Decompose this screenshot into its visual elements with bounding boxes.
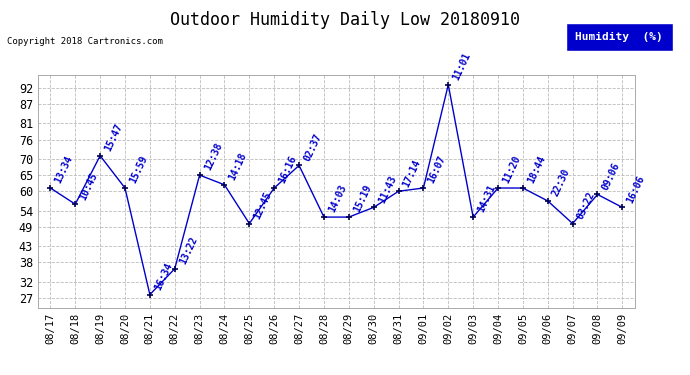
Text: 18:44: 18:44: [526, 154, 547, 185]
Text: 16:34: 16:34: [152, 261, 174, 292]
Text: 13:22: 13:22: [177, 235, 199, 266]
Text: 13:34: 13:34: [53, 154, 75, 185]
Text: 11:43: 11:43: [377, 174, 398, 205]
Text: 16:06: 16:06: [625, 174, 647, 205]
Text: 14:03: 14:03: [327, 183, 348, 214]
Text: 12:38: 12:38: [202, 141, 224, 172]
Text: 11:01: 11:01: [451, 51, 473, 82]
Text: 03:22: 03:22: [575, 190, 597, 221]
Text: 09:06: 09:06: [600, 161, 622, 192]
Text: 14:31: 14:31: [476, 183, 497, 214]
Text: Humidity  (%): Humidity (%): [575, 32, 663, 42]
Text: 14:18: 14:18: [227, 151, 248, 182]
Text: Outdoor Humidity Daily Low 20180910: Outdoor Humidity Daily Low 20180910: [170, 11, 520, 29]
Text: 22:30: 22:30: [551, 167, 572, 198]
Text: 11:20: 11:20: [501, 154, 522, 185]
Text: Copyright 2018 Cartronics.com: Copyright 2018 Cartronics.com: [7, 38, 163, 46]
Text: 15:59: 15:59: [128, 154, 149, 185]
Text: 12:45: 12:45: [252, 190, 274, 221]
Text: 16:16: 16:16: [277, 154, 299, 185]
Text: 10:45: 10:45: [78, 171, 99, 201]
Text: 17:14: 17:14: [402, 158, 423, 189]
Text: 15:19: 15:19: [352, 183, 373, 214]
Text: 16:07: 16:07: [426, 154, 448, 185]
Text: 02:37: 02:37: [302, 132, 324, 163]
Text: 15:47: 15:47: [103, 122, 124, 153]
